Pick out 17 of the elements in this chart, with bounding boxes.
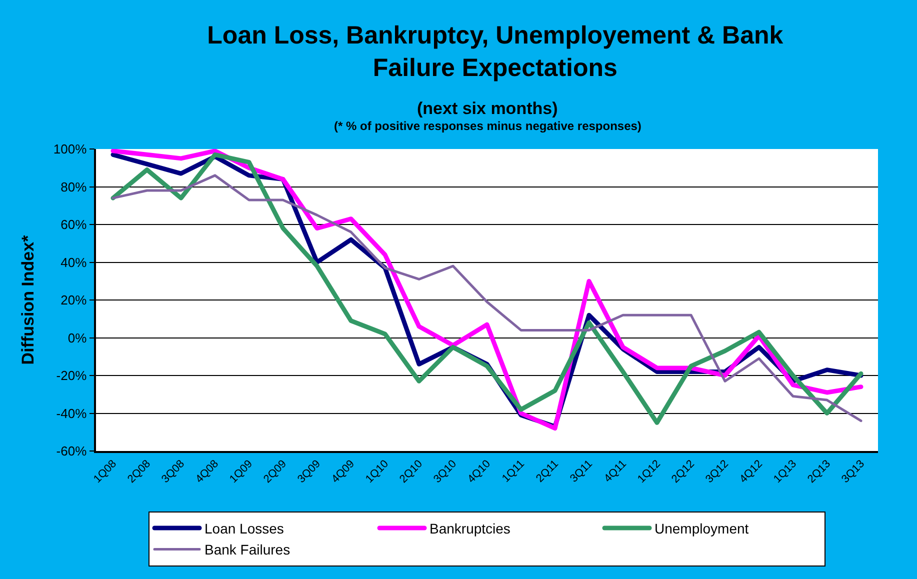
legend-label: Loan Losses [204, 520, 284, 536]
y-axis-title: Diffusion Index* [18, 234, 38, 365]
text: (* % of positive responses minus negative responses) [334, 119, 642, 133]
y-tick-label: -20% [56, 368, 88, 384]
legend-label: Bankruptcies [430, 520, 510, 536]
chart-subtitle: (next six months) [417, 99, 558, 118]
y-tick-label: 60% [60, 217, 88, 232]
y-tick-label: -40% [56, 406, 88, 421]
y-tick-label: 20% [60, 292, 88, 308]
legend-label: Bank Failures [204, 542, 290, 558]
y-tick-label: 80% [60, 179, 88, 194]
y-tick-label: 40% [60, 254, 88, 270]
y-tick-label: -60% [56, 444, 88, 459]
y-tick-label: 100% [53, 142, 88, 157]
legend-label: Unemployment [654, 520, 749, 536]
y-tick-label: 0% [68, 330, 88, 346]
chart-title: Loan Loss, Bankruptcy, Unemployement & Bank Failure Expectations [207, 21, 784, 82]
